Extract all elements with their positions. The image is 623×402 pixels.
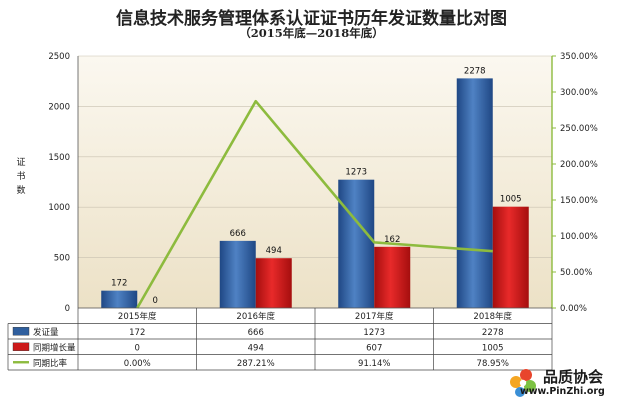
table-cell: 607 — [366, 343, 382, 353]
y-axis-label: 证书数 — [16, 158, 26, 196]
y-right-tick-label: 0.00% — [560, 304, 587, 314]
y-left-tick-label: 1500 — [48, 153, 70, 163]
ratio-line — [136, 99, 493, 309]
y-right-tick-label: 200.00% — [560, 160, 598, 170]
bar-issued — [219, 240, 256, 308]
x-tick-label: 2018年度 — [473, 311, 512, 322]
legend-swatch — [12, 327, 30, 336]
chart-title: 信息技术服务管理体系认证证书历年发证数量比对图 — [116, 9, 507, 29]
table-cell: 91.14% — [358, 359, 390, 369]
y-right-tick-label: 300.00% — [560, 88, 598, 98]
bar-issued — [338, 179, 375, 308]
bar-data-label: 172 — [111, 279, 127, 289]
y-left-tick-label: 0 — [65, 304, 70, 314]
y-right-tick-label: 250.00% — [560, 124, 598, 134]
logo-petal-icon — [510, 376, 522, 388]
table-cell: 2278 — [482, 328, 504, 338]
table-cell: 1273 — [363, 328, 385, 338]
logo-petal-icon — [520, 369, 532, 381]
bar-data-label: 0 — [153, 296, 158, 306]
logo-name: 品质协会 — [543, 368, 604, 386]
legend-entry: 同期比率 — [33, 358, 68, 369]
logo-center-icon — [519, 379, 527, 387]
table-cell: 0.00% — [124, 359, 151, 369]
y-right-tick-label: 100.00% — [560, 232, 598, 242]
logo-petal-icon — [524, 380, 536, 392]
y-right-tick-label: 50.00% — [560, 268, 592, 278]
bar-data-label: 1273 — [345, 168, 367, 178]
table-cell: 172 — [129, 328, 145, 338]
y-left-tick-label: 500 — [54, 254, 70, 264]
logo-petal-icon — [515, 387, 525, 397]
x-tick-label: 2015年度 — [118, 311, 157, 322]
y-right-tick-label: 150.00% — [560, 196, 598, 206]
bar-growth — [492, 206, 529, 308]
bar-issued — [456, 78, 493, 309]
y-left-tick-label: 2000 — [48, 102, 70, 112]
x-tick-label: 2017年度 — [355, 311, 394, 322]
table-cell: 494 — [248, 343, 264, 353]
table-cell: 287.21% — [237, 359, 275, 369]
bar-data-label: 162 — [384, 235, 400, 245]
y-left-tick-label: 1000 — [48, 203, 70, 213]
table-cell: 0 — [135, 343, 140, 353]
bar-growth — [255, 258, 292, 308]
legend-entry: 同期增长量 — [33, 342, 76, 353]
table-cell: 1005 — [482, 343, 504, 353]
bar-growth — [374, 246, 411, 308]
table-cell: 78.95% — [477, 359, 509, 369]
bar-data-label: 2278 — [464, 66, 486, 76]
bar-data-label: 1005 — [500, 195, 522, 205]
bar-issued — [101, 290, 138, 308]
logo-mark — [510, 369, 536, 397]
x-tick-label: 2016年度 — [236, 311, 275, 322]
table-cell: 666 — [248, 328, 264, 338]
y-left-tick-label: 2500 — [48, 52, 70, 62]
chart-subtitle: （2015年底—2018年底） — [239, 26, 384, 40]
y-right-tick-label: 350.00% — [560, 52, 598, 62]
logo-url: www.PinZhi.org — [520, 386, 605, 397]
bar-data-label: 666 — [230, 229, 246, 239]
legend-entry: 发证量 — [33, 327, 59, 338]
legend-swatch — [12, 342, 30, 351]
bar-data-label: 494 — [266, 246, 282, 256]
